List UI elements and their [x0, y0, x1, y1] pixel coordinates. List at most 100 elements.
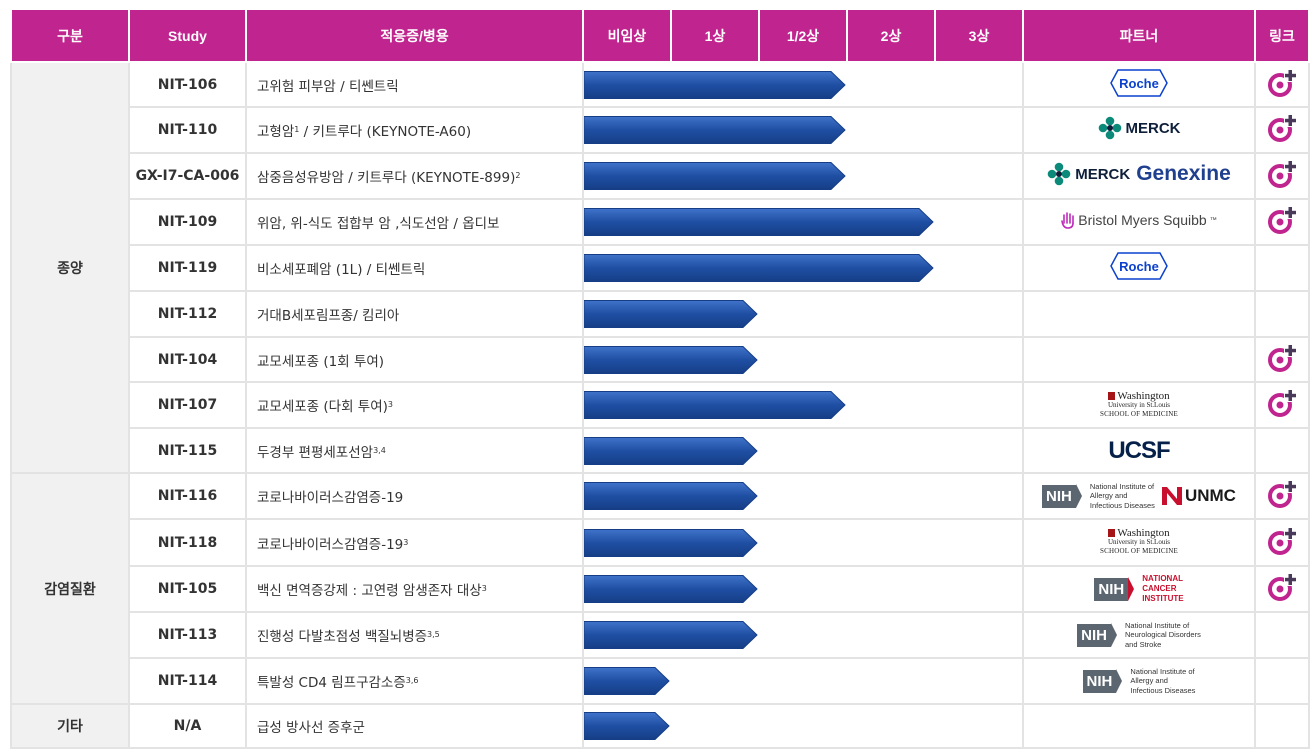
- target-plus-icon: [1268, 389, 1297, 417]
- bms-hand-icon: [1061, 212, 1075, 229]
- footnote-ref: 3: [387, 400, 393, 409]
- table-row: 감염질환 NIT-116 코로나바이러스감염증-19 NIH National Ins…: [10, 472, 1310, 705]
- study-id: NIT-119: [128, 244, 247, 292]
- progress-bar: [584, 621, 758, 649]
- detail-link-button[interactable]: [1267, 526, 1297, 556]
- study-id: NIT-107: [128, 381, 247, 429]
- detail-link-button[interactable]: [1267, 159, 1297, 189]
- nih-institute-line: National Institute of: [1124, 620, 1190, 630]
- nih-box: NIH: [1042, 484, 1076, 508]
- pipeline-table: 구분 Study 적응증/병용 비임상 1상 1/2상 2상 3상 파트너 링크…: [10, 8, 1310, 749]
- merck-text: MERCK: [1075, 165, 1131, 183]
- progress-bar: [584, 667, 670, 695]
- header-indication: 적응증/병용: [245, 8, 584, 63]
- detail-link-button[interactable]: [1267, 68, 1297, 98]
- progress-cell: [582, 703, 1024, 749]
- roche-logo-text: Roche: [1119, 76, 1159, 91]
- study-id: N/A: [128, 703, 247, 749]
- progress-bar: [584, 436, 758, 465]
- study-id: NIT-109: [128, 198, 247, 246]
- nih-institute-line: NATIONAL: [1142, 574, 1183, 583]
- target-plus-icon: [1268, 160, 1297, 188]
- footnote-ref: 1: [294, 125, 300, 134]
- progress-cell: [582, 61, 1024, 108]
- nih-box: NIH: [1077, 623, 1111, 647]
- indication-cell: 위암, 위-식도 접합부 암 ,식도선암 / 옵디보: [245, 198, 584, 246]
- merck-mark-icon: [1047, 162, 1071, 186]
- partner-cell: NIH National Institute of Neurological Dis…: [1022, 611, 1256, 659]
- progress-bar-arrow: [584, 300, 758, 328]
- progress-bar-arrow: [584, 575, 758, 603]
- indication-cell: 진행성 다발초점성 백질뇌병증3,5: [245, 611, 584, 659]
- indication-text: 급성 방사선 증후군: [257, 720, 365, 736]
- table-row: NIT-104 교모세포종 (1회 투여): [11, 336, 1310, 383]
- target-plus-icon: [1268, 68, 1297, 97]
- footnote-ref: 3,5: [427, 630, 440, 639]
- study-id: NIT-112: [128, 290, 247, 338]
- roche-logo: Roche: [1110, 68, 1168, 97]
- detail-link-button[interactable]: [1267, 572, 1297, 602]
- indication-text: 특발성 CD4 림프구감소증: [257, 675, 406, 691]
- link-cell[interactable]: [1254, 565, 1310, 613]
- link-cell[interactable]: [1254, 518, 1310, 567]
- link-cell: [1254, 611, 1310, 659]
- nih-chevron-icon: [1116, 669, 1123, 693]
- table-header-row: 구분 Study 적응증/병용 비임상 1상 1/2상 2상 3상 파트너 링크: [10, 8, 1310, 63]
- table-row: NIT-112 거대B세포림프종/ 킴리아: [11, 290, 1310, 338]
- indication-text: 교모세포종 (1회 투여): [257, 353, 385, 370]
- partner-cell: Bristol Myers Squibb ™: [1022, 198, 1256, 246]
- unmc-text: UNMC: [1184, 486, 1236, 505]
- link-cell[interactable]: [1254, 106, 1310, 154]
- wustl-logo: Washington University in St.Louis SCHOOL O…: [1100, 390, 1178, 418]
- progress-bar-arrow: [584, 667, 670, 695]
- detail-link-button[interactable]: [1267, 205, 1297, 235]
- table-row: 종양 NIT-106 고위험 피부암 / 티쎈트릭 Roche: [10, 61, 1310, 474]
- progress-cell: [582, 565, 1024, 613]
- header-phase3: 3상: [934, 8, 1024, 63]
- study-id: NIT-116: [128, 472, 247, 520]
- link-cell[interactable]: [1254, 61, 1310, 108]
- bms-text: Bristol Myers Squibb: [1078, 212, 1207, 228]
- indication-cell: 백신 면역증강제 : 고연령 암생존자 대상3: [245, 565, 584, 613]
- target-plus-icon: [1268, 206, 1297, 234]
- header-category: 구분: [10, 8, 130, 63]
- footnote-ref: 3: [403, 537, 409, 547]
- link-cell[interactable]: [1254, 336, 1310, 383]
- nih-box: NIH: [1094, 577, 1129, 601]
- progress-bar: [584, 116, 846, 144]
- indication-text: 거대B세포림프종/ 킴리아: [257, 308, 400, 324]
- link-cell[interactable]: [1254, 198, 1310, 246]
- indication-cell: 교모세포종 (다회 투여)3: [245, 381, 584, 429]
- nih-niaid-logo: NIH National Institute of Allergy and Infec…: [1042, 482, 1155, 510]
- study-id: GX-I7-CA-006: [128, 152, 247, 200]
- indication-text-rest: / 키트루다 (KEYNOTE-A60): [299, 124, 472, 140]
- unmc-logo: UNMC: [1161, 486, 1236, 506]
- progress-bar: [584, 208, 934, 236]
- detail-link-button[interactable]: [1267, 113, 1297, 143]
- detail-link-button[interactable]: [1267, 388, 1297, 418]
- link-cell: [1254, 290, 1310, 338]
- nih-institute-line: National Institute of: [1089, 481, 1155, 491]
- header-phase2: 2상: [846, 8, 936, 63]
- nih-box: NIH: [1082, 669, 1117, 693]
- indication-cell: 고형암1 / 키트루다 (KEYNOTE-A60): [245, 106, 584, 154]
- link-cell[interactable]: [1254, 381, 1310, 429]
- detail-link-button[interactable]: [1267, 479, 1297, 509]
- progress-cell: [582, 427, 1024, 474]
- link-cell: [1254, 244, 1310, 292]
- link-cell[interactable]: [1254, 152, 1310, 200]
- nih-niaid-logo: NIH National Institute of Allergy and Infec…: [1082, 667, 1195, 695]
- indication-text: 교모세포종 (다회 투여): [257, 399, 388, 415]
- nih-institute-line: Allergy and: [1089, 491, 1128, 501]
- progress-bar-arrow: [584, 345, 758, 374]
- progress-cell: [582, 198, 1024, 246]
- table-row: NIT-107 교모세포종 (다회 투여)3 Washington Universi…: [11, 381, 1310, 429]
- wustl-sub: University in St.Louis: [1107, 400, 1170, 409]
- progress-cell: [582, 106, 1024, 154]
- study-id: NIT-114: [128, 657, 247, 705]
- link-cell[interactable]: [1254, 472, 1310, 520]
- detail-link-button[interactable]: [1267, 343, 1297, 373]
- table-row: NIT-105 백신 면역증강제 : 고연령 암생존자 대상3 NIH NATION…: [11, 565, 1310, 613]
- progress-bar-arrow: [584, 712, 670, 740]
- table-row: NIT-118 코로나바이러스감염증-193 Washington Universi…: [11, 518, 1310, 567]
